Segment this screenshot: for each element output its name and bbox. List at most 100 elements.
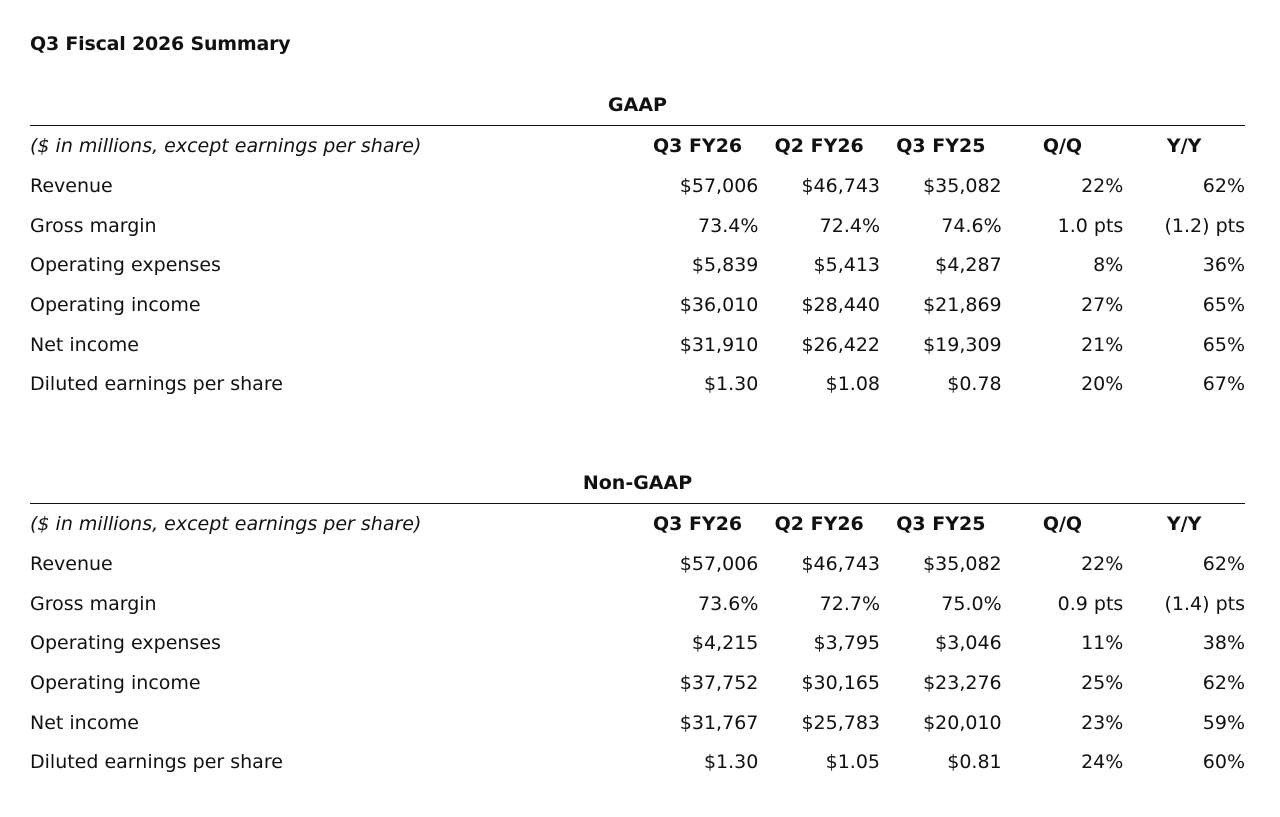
cell-value: 25% <box>1081 671 1124 694</box>
cell-value: 20% <box>1081 373 1124 396</box>
cell-value: 0.9 pts <box>1057 592 1124 615</box>
cell-value: $46,743 <box>801 174 881 197</box>
cell-value: $57,006 <box>679 174 759 197</box>
table-row: Operating income $36,010 $28,440 $21,869… <box>30 285 1245 325</box>
table-row: Net income $31,910 $26,422 $19,309 21% 6… <box>30 325 1245 365</box>
cell-value: 1.0 pts <box>1057 214 1124 237</box>
cell-value: $57,006 <box>679 552 759 575</box>
cell-value: $35,082 <box>923 174 1002 197</box>
row-label: Revenue <box>30 174 113 197</box>
table-header-row: ($ in millions, except earnings per shar… <box>30 504 1245 544</box>
cell-value: $19,309 <box>923 333 1002 356</box>
cell-value: 11% <box>1081 632 1124 655</box>
row-label: Net income <box>30 333 139 356</box>
cell-value: 65% <box>1202 333 1245 356</box>
cell-value: 36% <box>1202 254 1245 277</box>
cell-value: $0.78 <box>947 373 1002 396</box>
cell-value: 24% <box>1081 751 1124 774</box>
cell-value: 67% <box>1202 373 1245 396</box>
units-note: ($ in millions, except earnings per shar… <box>30 513 422 535</box>
page-title: Q3 Fiscal 2026 Summary <box>30 33 291 55</box>
section-title-gaap: GAAP <box>608 94 667 116</box>
cell-value: $1.30 <box>703 373 759 396</box>
cell-value: $4,287 <box>935 254 1002 277</box>
column-header-qq: Q/Q <box>1042 513 1083 535</box>
cell-value: $1.08 <box>825 373 881 396</box>
table-header-row: ($ in millions, except earnings per shar… <box>30 126 1245 166</box>
non-gaap-section: Non-GAAP ($ in millions, except earnings… <box>30 470 1245 782</box>
cell-value: $25,783 <box>801 711 881 734</box>
gaap-table: ($ in millions, except earnings per shar… <box>30 126 1245 404</box>
cell-value: $4,215 <box>691 632 759 655</box>
table-row: Gross margin 73.6% 72.7% 75.0% 0.9 pts (… <box>30 584 1245 624</box>
cell-value: 38% <box>1202 632 1245 655</box>
row-label: Operating expenses <box>30 254 221 277</box>
cell-value: $30,165 <box>801 671 881 694</box>
cell-value: $35,082 <box>923 552 1002 575</box>
non-gaap-table: ($ in millions, except earnings per shar… <box>30 504 1245 782</box>
gaap-section: GAAP ($ in millions, except earnings per… <box>30 92 1245 404</box>
cell-value: 72.4% <box>819 214 881 237</box>
table-row: Operating expenses $4,215 $3,795 $3,046 … <box>30 623 1245 663</box>
table-row: Operating expenses $5,839 $5,413 $4,287 … <box>30 245 1245 285</box>
column-header-q3-fy26: Q3 FY26 <box>652 513 743 535</box>
cell-value: 74.6% <box>941 214 1002 237</box>
cell-value: $31,910 <box>679 333 759 356</box>
column-header-q2-fy26: Q2 FY26 <box>774 513 864 535</box>
cell-value: 72.7% <box>819 592 881 615</box>
cell-value: $0.81 <box>947 751 1002 774</box>
column-header-q2-fy26: Q2 FY26 <box>774 135 864 157</box>
cell-value: (1.4) pts <box>1164 592 1246 615</box>
cell-value: $1.30 <box>703 751 759 774</box>
cell-value: 62% <box>1202 174 1245 197</box>
cell-value: $46,743 <box>801 552 881 575</box>
cell-value: $37,752 <box>679 671 759 694</box>
cell-value: $1.05 <box>825 751 881 774</box>
row-label: Operating income <box>30 293 201 316</box>
table-row: Diluted earnings per share $1.30 $1.05 $… <box>30 742 1245 782</box>
units-note: ($ in millions, except earnings per shar… <box>30 135 422 157</box>
cell-value: 27% <box>1081 293 1124 316</box>
section-divider <box>30 125 1245 126</box>
cell-value: 75.0% <box>941 592 1002 615</box>
column-header-q3-fy25: Q3 FY25 <box>896 135 986 157</box>
column-header-q3-fy26: Q3 FY26 <box>652 135 743 157</box>
cell-value: $21,869 <box>923 293 1002 316</box>
cell-value: $3,046 <box>935 632 1002 655</box>
table-row: Revenue $57,006 $46,743 $35,082 22% 62% <box>30 544 1245 584</box>
column-header-yy: Y/Y <box>1166 135 1202 157</box>
cell-value: 62% <box>1202 552 1245 575</box>
row-label: Gross margin <box>30 214 157 237</box>
table-row: Gross margin 73.4% 72.4% 74.6% 1.0 pts (… <box>30 206 1245 246</box>
cell-value: 8% <box>1093 254 1124 277</box>
section-divider <box>30 503 1245 504</box>
cell-value: $20,010 <box>923 711 1002 734</box>
cell-value: $26,422 <box>801 333 881 356</box>
table-row: Diluted earnings per share $1.30 $1.08 $… <box>30 364 1245 404</box>
cell-value: 21% <box>1081 333 1124 356</box>
table-row: Net income $31,767 $25,783 $20,010 23% 5… <box>30 703 1245 743</box>
row-label: Operating income <box>30 671 201 694</box>
cell-value: 59% <box>1202 711 1245 734</box>
column-header-q3-fy25: Q3 FY25 <box>896 513 986 535</box>
cell-value: $36,010 <box>679 293 759 316</box>
cell-value: 73.4% <box>698 214 759 237</box>
table-row: Revenue $57,006 $46,743 $35,082 22% 62% <box>30 166 1245 206</box>
row-label: Net income <box>30 711 139 734</box>
section-title-non-gaap: Non-GAAP <box>582 472 693 494</box>
row-label: Diluted earnings per share <box>30 751 283 774</box>
cell-value: $28,440 <box>801 293 881 316</box>
row-label: Diluted earnings per share <box>30 373 283 396</box>
cell-value: 65% <box>1202 293 1245 316</box>
row-label: Revenue <box>30 552 113 575</box>
cell-value: $5,413 <box>813 254 881 277</box>
cell-value: (1.2) pts <box>1164 214 1246 237</box>
cell-value: $5,839 <box>691 254 759 277</box>
cell-value: 62% <box>1202 671 1245 694</box>
row-label: Operating expenses <box>30 632 221 655</box>
column-header-yy: Y/Y <box>1166 513 1202 535</box>
cell-value: 23% <box>1081 711 1124 734</box>
cell-value: 22% <box>1081 174 1124 197</box>
column-header-qq: Q/Q <box>1042 135 1083 157</box>
cell-value: 60% <box>1202 751 1245 774</box>
